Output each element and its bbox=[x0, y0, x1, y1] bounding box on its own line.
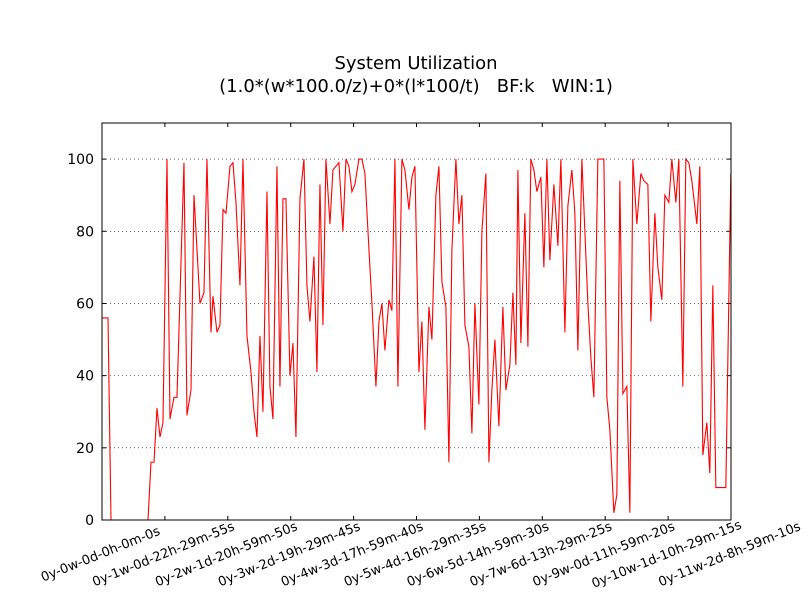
chart-title: System Utilization bbox=[334, 53, 497, 74]
plot-frame bbox=[101, 122, 732, 521]
y-tick-label: 80 bbox=[76, 224, 94, 240]
data-line bbox=[102, 157, 732, 521]
y-tick-label: 100 bbox=[67, 152, 94, 168]
y-tick-label: 20 bbox=[76, 441, 94, 457]
chart-subtitle: (1.0*(w*100.0/z)+0*(l*100/t) BF:k WIN:1) bbox=[219, 76, 613, 97]
y-tick-label: 60 bbox=[76, 296, 94, 312]
y-tick-label: 40 bbox=[76, 369, 94, 385]
y-tick-label: 0 bbox=[85, 513, 94, 529]
